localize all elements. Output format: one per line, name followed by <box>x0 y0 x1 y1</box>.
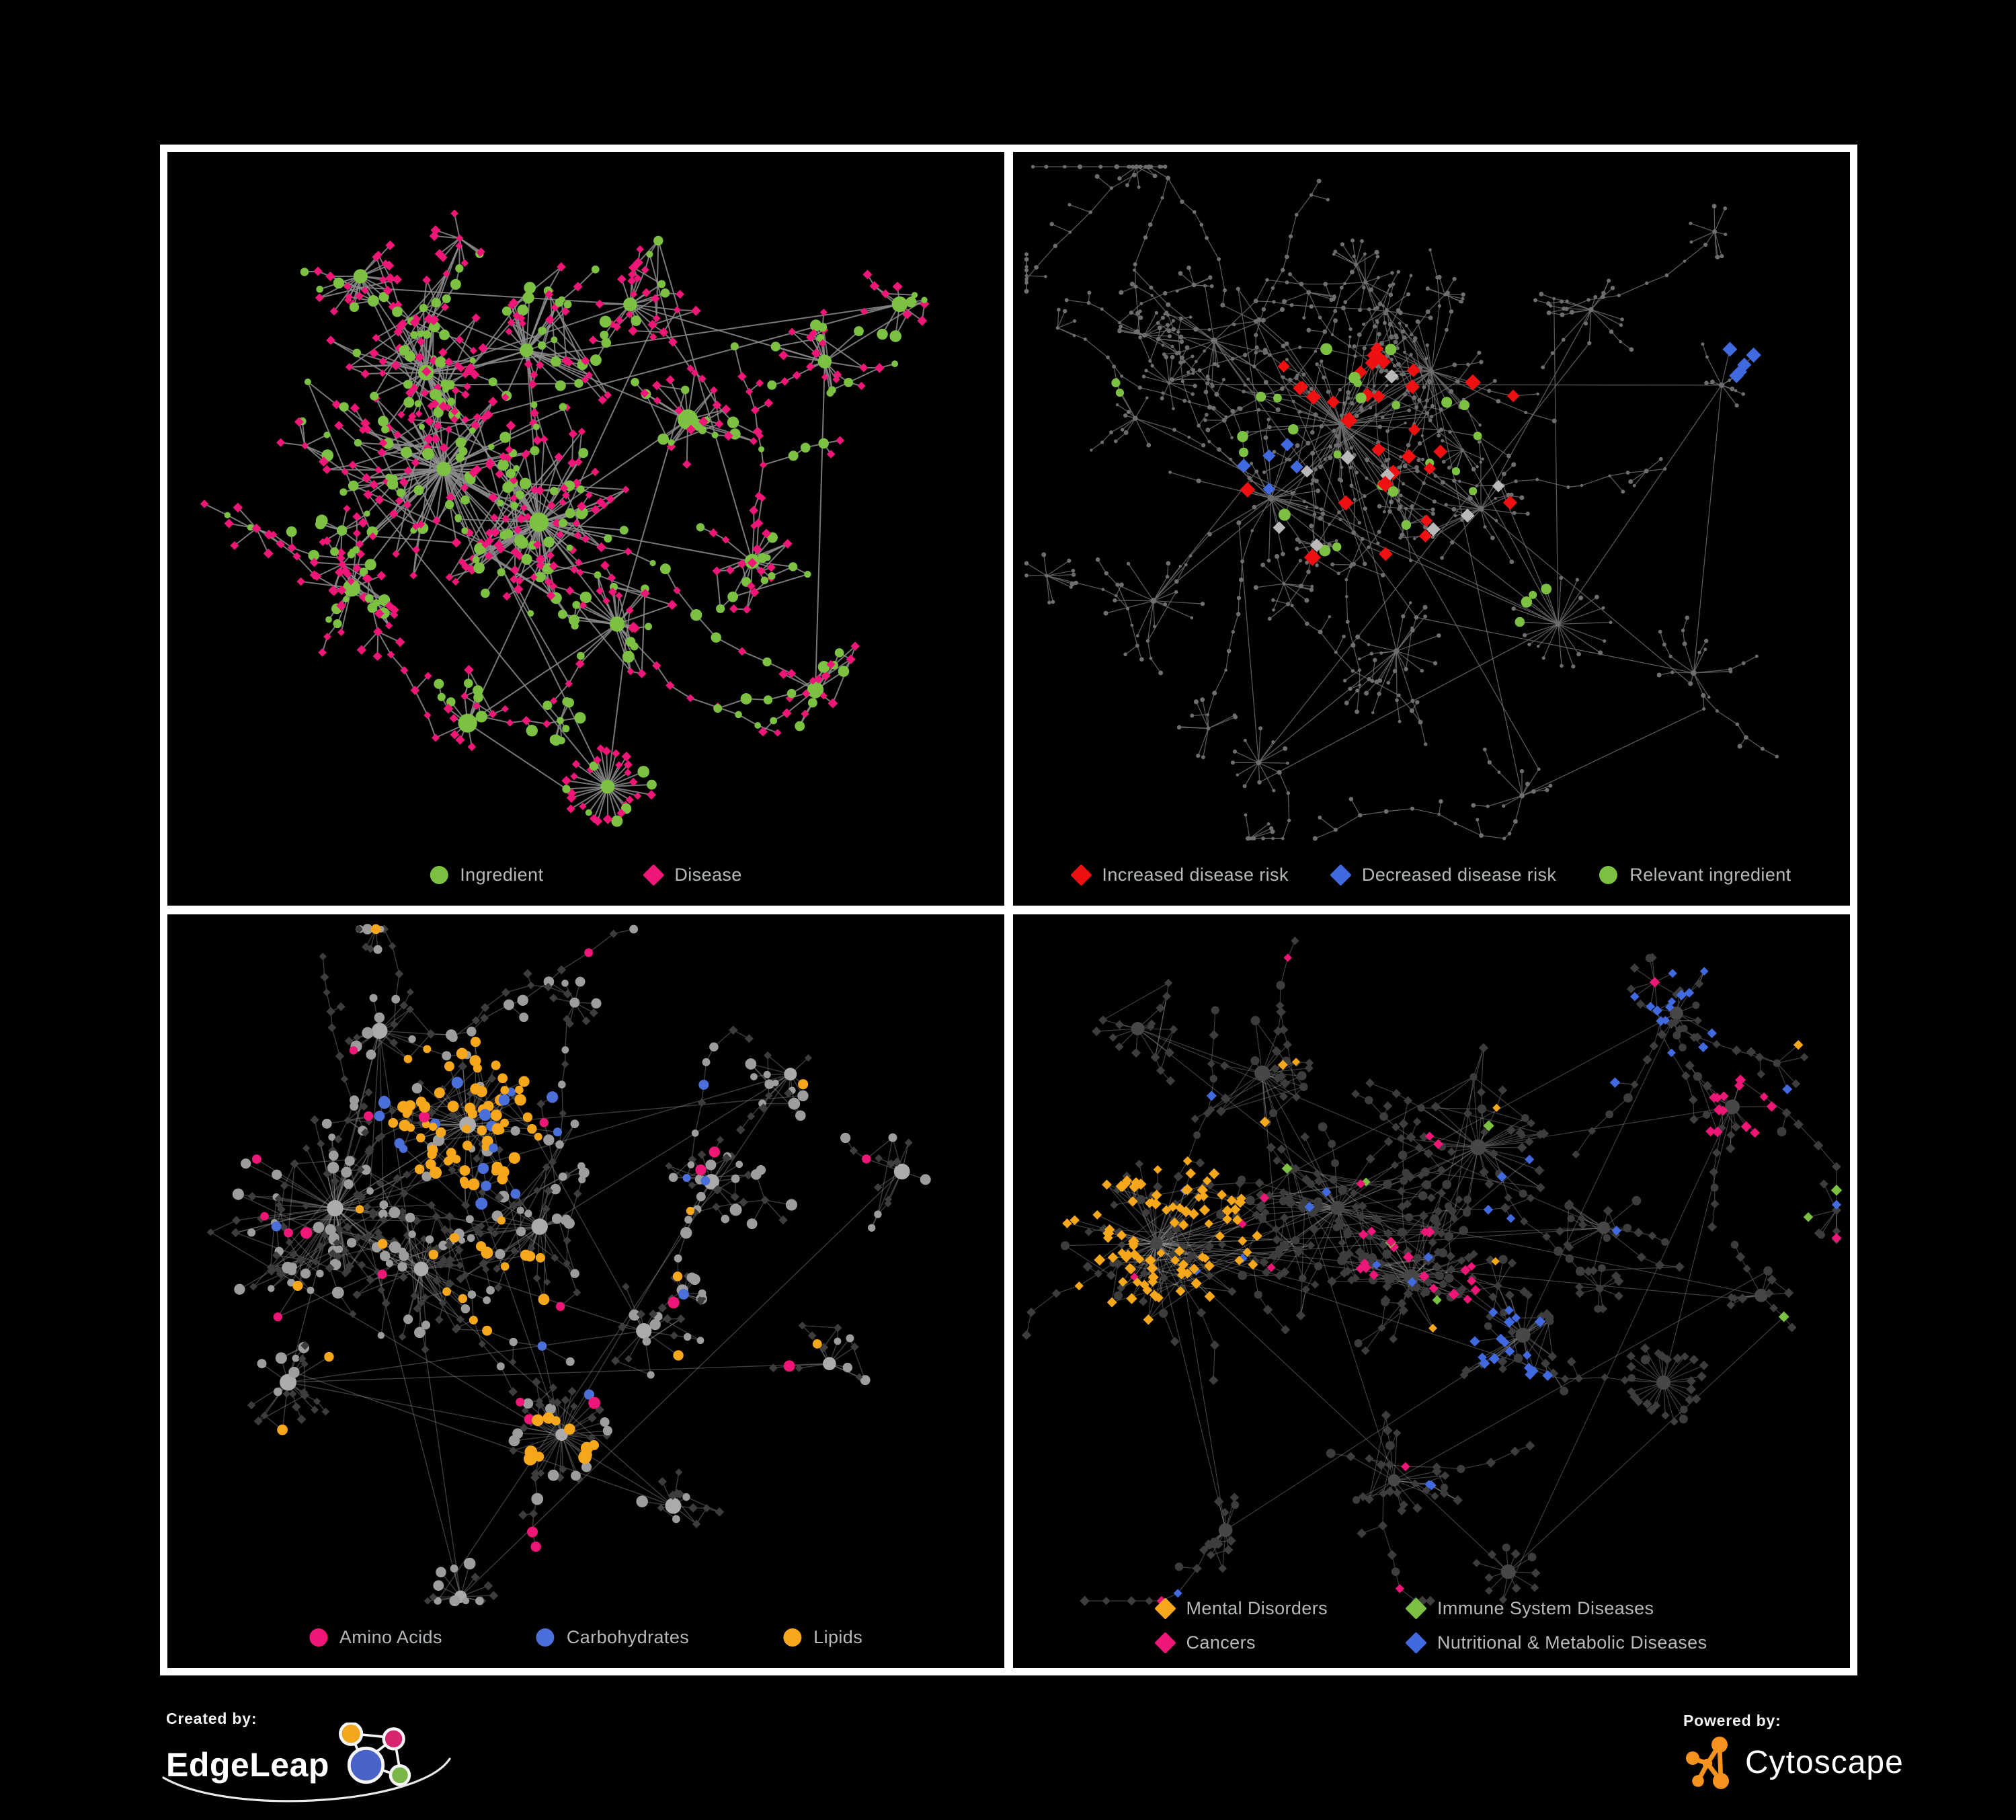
network-graph-disease-risk <box>1024 164 1779 841</box>
cytoscape-logo: Cytoscape <box>1683 1734 1904 1792</box>
powered-by-block: Powered by: Cytoscape <box>1683 1712 1904 1792</box>
powered-by-label: Powered by: <box>1683 1712 1781 1729</box>
legend-item: Nutritional & Metabolic Diseases <box>1405 1632 1707 1654</box>
legend-label: Lipids <box>813 1627 863 1647</box>
legend: Ingredient Disease <box>430 864 742 886</box>
cytoscape-network-icon <box>1686 1737 1729 1789</box>
legend-item: Increased disease risk <box>1070 864 1289 886</box>
created-by-label: Created by: <box>166 1710 257 1727</box>
legend-label: Increased disease risk <box>1102 865 1289 885</box>
legend-marker-circle-icon <box>430 866 448 884</box>
legend-label: Carbohydrates <box>566 1627 690 1647</box>
legend-marker-diamond-icon <box>1405 1597 1427 1620</box>
legend-marker-circle-icon <box>783 1628 802 1647</box>
edgeleap-network-icon <box>338 1723 411 1786</box>
legend-label: Relevant ingredient <box>1629 865 1791 885</box>
legend-label: Mental Disorders <box>1186 1598 1328 1618</box>
legend-label: Ingredient <box>460 865 544 885</box>
legend: Mental Disorders Immune System Diseases Ca… <box>1154 1597 1707 1654</box>
legend-label: Nutritional & Metabolic Diseases <box>1437 1632 1707 1653</box>
panel-disease-classes: Mental Disorders Immune System Diseases Ca… <box>1013 914 1850 1668</box>
legend-marker-circle-icon <box>536 1628 555 1647</box>
network-graph-disease-classes <box>1021 937 1843 1606</box>
legend-item: Carbohydrates <box>536 1627 689 1648</box>
network-graph-compound-classes <box>206 924 931 1607</box>
legend-item: Ingredient <box>430 865 543 885</box>
edgeleap-logo: EdgeLeap <box>162 1723 451 1803</box>
legend-item: Disease <box>642 864 742 886</box>
legend-marker-diamond-icon <box>1154 1597 1176 1620</box>
legend-item: Immune System Diseases <box>1405 1597 1654 1620</box>
network-graph-ingredient-disease <box>200 209 930 827</box>
legend-label: Immune System Diseases <box>1437 1598 1654 1618</box>
cytoscape-wordmark: Cytoscape <box>1745 1745 1904 1780</box>
legend-item: Amino Acids <box>309 1627 442 1648</box>
legend-marker-diamond-icon <box>1405 1632 1427 1654</box>
legend-marker-circle-icon <box>1599 866 1618 884</box>
legend-item: Lipids <box>783 1627 862 1648</box>
legend-label: Disease <box>674 865 742 885</box>
panel-disease-risk: Increased disease risk Decreased disease … <box>1013 152 1850 906</box>
legend-marker-diamond-icon <box>1070 864 1092 886</box>
edgeleap-wordmark: EdgeLeap <box>166 1746 329 1784</box>
created-by-block: Created by: EdgeLeap <box>162 1710 451 1803</box>
panel-ingredient-disease: Ingredient Disease <box>167 152 1004 906</box>
legend-marker-diamond-icon <box>1154 1632 1176 1654</box>
legend: Increased disease risk Decreased disease … <box>1070 864 1791 886</box>
legend-label: Amino Acids <box>339 1627 442 1647</box>
legend-marker-diamond-icon <box>1330 864 1352 886</box>
panel-compound-classes: Amino Acids Carbohydrates Lipids <box>167 914 1004 1668</box>
panel-grid: Ingredient Disease Increased disease risk… <box>160 145 1857 1675</box>
legend-item: Cancers <box>1154 1632 1256 1654</box>
legend-marker-diamond-icon <box>642 864 665 886</box>
legend-item: Mental Disorders <box>1154 1597 1328 1620</box>
legend: Amino Acids Carbohydrates Lipids <box>309 1627 862 1648</box>
legend-marker-circle-icon <box>309 1628 327 1647</box>
legend-item: Relevant ingredient <box>1599 865 1791 885</box>
legend-label: Cancers <box>1186 1632 1256 1653</box>
legend-item: Decreased disease risk <box>1330 864 1557 886</box>
legend-label: Decreased disease risk <box>1361 865 1557 885</box>
